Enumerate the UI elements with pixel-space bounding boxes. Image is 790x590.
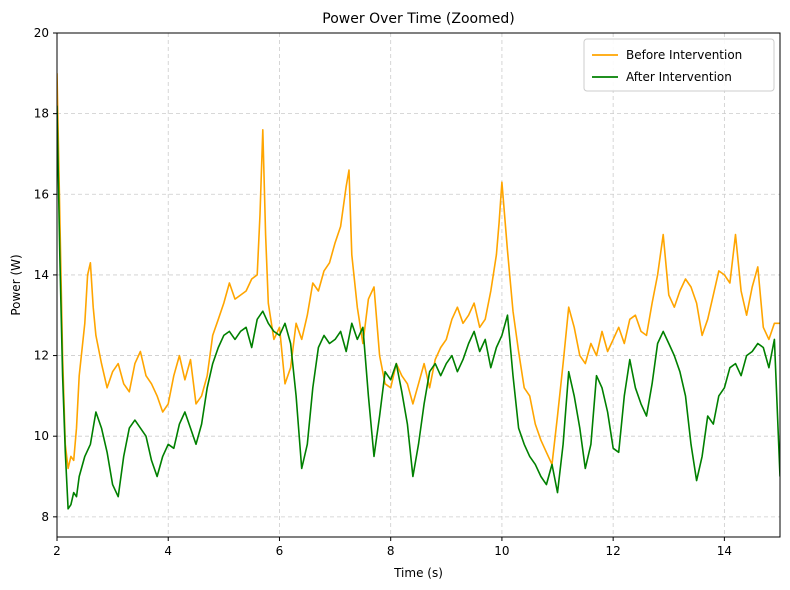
x-tick-label: 2 — [53, 544, 61, 558]
y-tick-label: 14 — [34, 268, 49, 282]
y-tick-label: 8 — [41, 510, 49, 524]
series-line-before — [57, 73, 780, 470]
legend: Before Intervention After Intervention — [583, 38, 775, 92]
y-axis-label: Power (W) — [9, 254, 23, 315]
y-tick-label: 12 — [34, 349, 49, 363]
y-tick-label: 20 — [34, 26, 49, 40]
legend-label: After Intervention — [626, 70, 732, 84]
x-axis-label: Time (s) — [393, 566, 443, 580]
legend-box — [583, 38, 775, 92]
y-tick-label: 16 — [34, 187, 49, 201]
x-tick-label: 14 — [717, 544, 732, 558]
x-tick-label: 4 — [164, 544, 172, 558]
y-axis-ticks: 8 10 12 14 16 18 20 — [34, 26, 57, 524]
x-tick-label: 10 — [494, 544, 509, 558]
y-tick-label: 18 — [34, 107, 49, 121]
x-tick-label: 6 — [276, 544, 284, 558]
chart-title: Power Over Time (Zoomed) — [322, 11, 514, 27]
x-tick-label: 8 — [387, 544, 395, 558]
x-axis-ticks: 2 4 6 8 10 12 14 — [53, 537, 732, 558]
series-lines — [57, 73, 780, 510]
legend-label: Before Intervention — [626, 48, 742, 62]
plot-frame — [56, 32, 781, 538]
y-tick-label: 10 — [34, 429, 49, 443]
series-line-after — [57, 105, 780, 510]
x-tick-label: 12 — [606, 544, 621, 558]
grid-lines — [56, 32, 780, 537]
